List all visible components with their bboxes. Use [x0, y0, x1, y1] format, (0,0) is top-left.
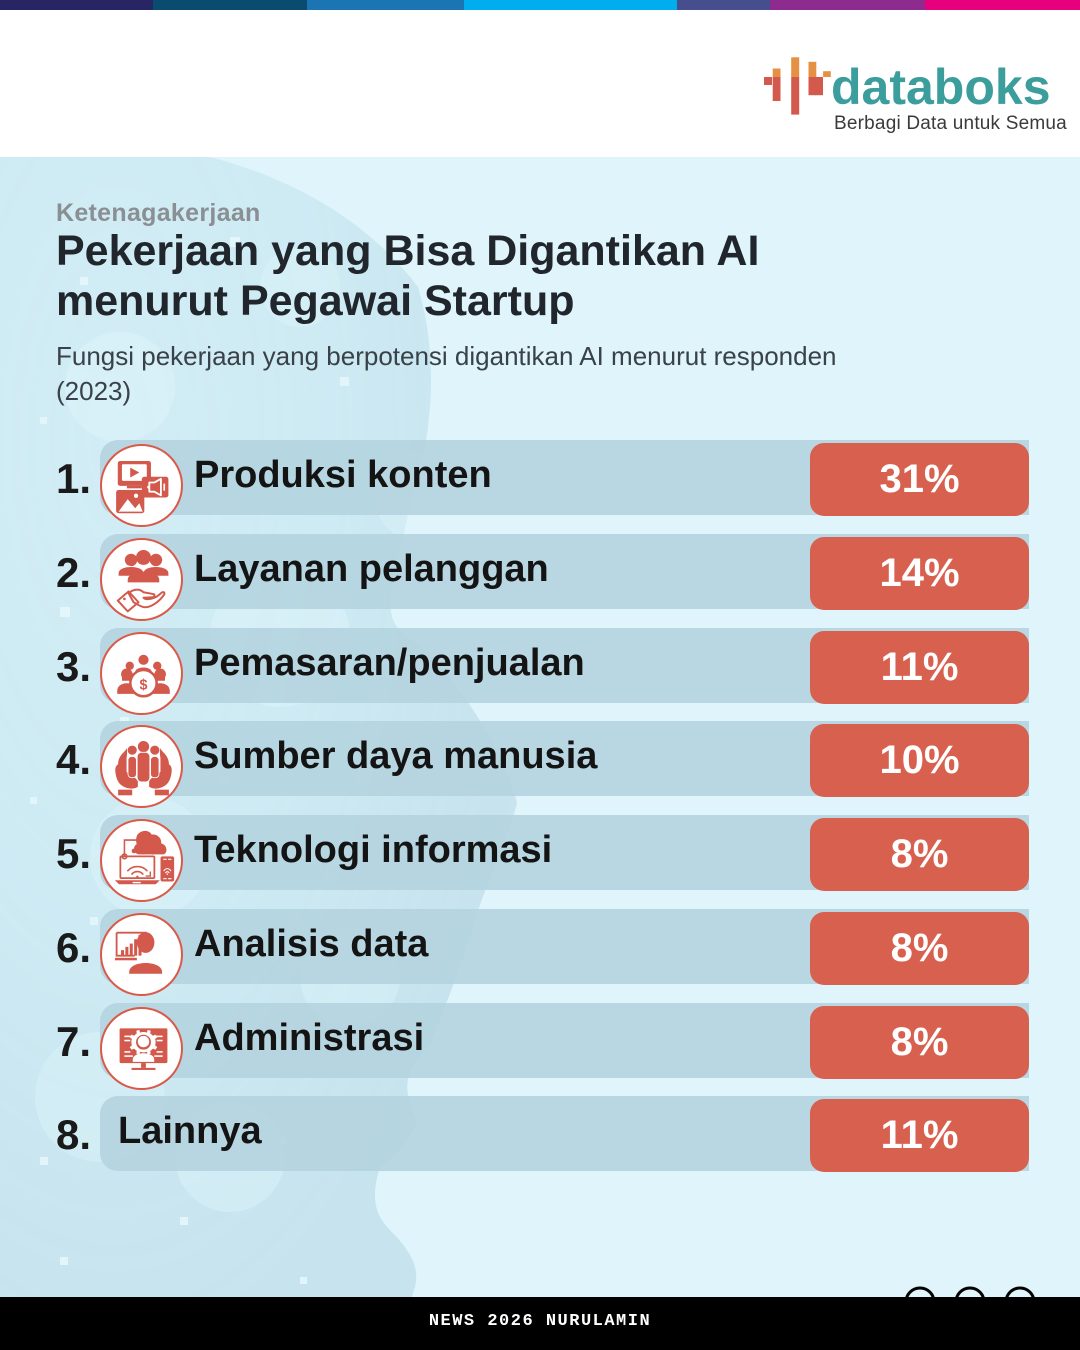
svg-text:$: $: [140, 677, 148, 693]
